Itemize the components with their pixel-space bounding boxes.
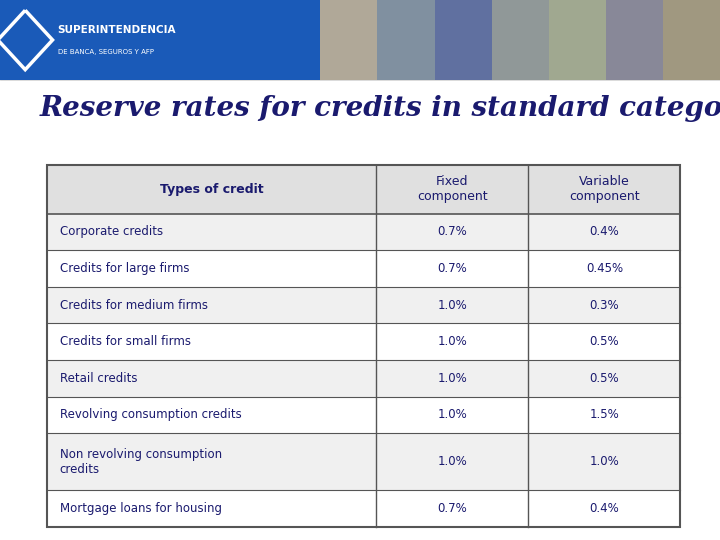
Bar	[47, 287, 680, 323]
Bar	[492, 0, 549, 80]
Bar	[47, 396, 680, 433]
Bar	[47, 165, 680, 213]
Text: 0.7%: 0.7%	[438, 225, 467, 238]
Text: SUPERINTENDENCIA: SUPERINTENDENCIA	[58, 25, 176, 35]
Text: 0.7%: 0.7%	[438, 262, 467, 275]
Text: Credits for medium firms: Credits for medium firms	[60, 299, 208, 312]
Text: Corporate credits: Corporate credits	[60, 225, 163, 238]
Bar	[47, 490, 680, 526]
Text: 1.0%: 1.0%	[438, 299, 467, 312]
Bar	[0, 0, 320, 80]
Text: 1.0%: 1.0%	[590, 455, 619, 468]
Bar	[606, 0, 663, 80]
Text: Credits for small firms: Credits for small firms	[60, 335, 191, 348]
Bar	[549, 0, 606, 80]
Text: 1.0%: 1.0%	[438, 335, 467, 348]
Text: Types of credit: Types of credit	[160, 183, 264, 195]
Text: Fixed
component: Fixed component	[417, 175, 487, 203]
Text: Retail credits: Retail credits	[60, 372, 138, 385]
Text: Reserve rates for credits in standard category: Reserve rates for credits in standard ca…	[40, 94, 720, 122]
Text: Mortgage loans for housing: Mortgage loans for housing	[60, 502, 222, 515]
Text: 0.4%: 0.4%	[590, 502, 619, 515]
Text: 0.3%: 0.3%	[590, 299, 619, 312]
Text: 0.5%: 0.5%	[590, 372, 619, 385]
Text: 0.45%: 0.45%	[586, 262, 623, 275]
Bar	[435, 0, 492, 80]
Text: 1.0%: 1.0%	[438, 372, 467, 385]
Text: Non revolving consumption
credits: Non revolving consumption credits	[60, 448, 222, 476]
Text: 0.7%: 0.7%	[438, 502, 467, 515]
Text: 1.5%: 1.5%	[590, 408, 619, 421]
Bar	[47, 165, 680, 526]
Text: 0.5%: 0.5%	[590, 335, 619, 348]
Bar	[47, 250, 680, 287]
Text: DE BANCA, SEGUROS Y AFP: DE BANCA, SEGUROS Y AFP	[58, 49, 153, 55]
Bar	[320, 0, 377, 80]
Bar	[663, 0, 720, 80]
Text: Revolving consumption credits: Revolving consumption credits	[60, 408, 241, 421]
Text: 0.4%: 0.4%	[590, 225, 619, 238]
Bar	[47, 213, 680, 250]
Bar	[47, 433, 680, 490]
Bar	[47, 360, 680, 396]
Text: Variable
component: Variable component	[569, 175, 639, 203]
Text: 1.0%: 1.0%	[438, 455, 467, 468]
Text: Credits for large firms: Credits for large firms	[60, 262, 189, 275]
Text: 1.0%: 1.0%	[438, 408, 467, 421]
Bar	[377, 0, 435, 80]
Bar	[47, 323, 680, 360]
